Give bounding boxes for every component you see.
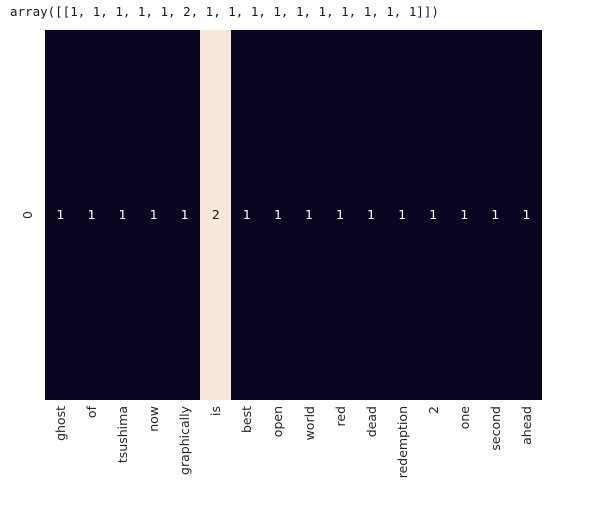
cell-annotation: 1	[491, 206, 500, 222]
heatmap-cell: 1	[138, 30, 170, 400]
heatmap-cell: 1	[293, 30, 325, 400]
x-tick: tsushima	[107, 406, 138, 501]
x-tick: of	[76, 406, 107, 501]
x-tick-label: second	[487, 406, 503, 451]
heatmap-cell: 1	[510, 30, 542, 400]
x-tick-label: of	[84, 406, 100, 419]
y-axis-tick: 0	[16, 30, 38, 400]
cell-annotation: 1	[87, 206, 96, 222]
cell-annotation: 1	[149, 206, 158, 222]
y-tick-label: 0	[19, 211, 35, 219]
x-tick: open	[262, 406, 293, 501]
heatmap-cell: 1	[45, 30, 77, 400]
cell-annotation: 1	[398, 206, 407, 222]
x-tick: world	[294, 406, 325, 501]
cell-annotation: 1	[429, 206, 438, 222]
heatmap-cell: 1	[231, 30, 263, 400]
heatmap-cell: 1	[386, 30, 418, 400]
x-tick: 2	[418, 406, 449, 501]
x-tick-label: is	[208, 406, 224, 416]
heatmap-cell: 1	[107, 30, 139, 400]
cell-annotation: 2	[211, 206, 220, 222]
x-tick-label: dead	[363, 406, 379, 438]
x-tick: best	[231, 406, 262, 501]
x-tick: now	[138, 406, 169, 501]
heatmap-cell: 2	[200, 30, 232, 400]
heatmap-cell: 1	[324, 30, 356, 400]
x-tick-label: ghost	[53, 406, 69, 441]
x-tick: ghost	[45, 406, 76, 501]
x-tick: graphically	[169, 406, 200, 501]
cell-annotation: 1	[336, 206, 345, 222]
cell-annotation: 1	[522, 206, 531, 222]
x-tick: dead	[356, 406, 387, 501]
heatmap-cell: 1	[169, 30, 201, 400]
x-axis-labels: ghost of tsushima now graphically is best open w…	[45, 406, 542, 501]
cell-annotation: 1	[273, 206, 282, 222]
heatmap-cell: 1	[479, 30, 511, 400]
x-tick-label: best	[239, 406, 255, 434]
x-tick-label: 2	[425, 406, 441, 414]
cell-annotation: 1	[242, 206, 251, 222]
x-tick-label: red	[332, 406, 348, 427]
x-tick-label: redemption	[394, 406, 410, 479]
cell-annotation: 1	[305, 206, 313, 222]
x-tick-label: now	[146, 406, 162, 432]
cell-annotation: 1	[180, 206, 189, 222]
x-tick-label: ahead	[518, 406, 534, 445]
x-tick-label: open	[270, 406, 286, 438]
heatmap-cell: 1	[448, 30, 480, 400]
x-tick-label: one	[456, 406, 472, 430]
cell-annotation: 1	[460, 206, 469, 222]
heatmap-cell: 1	[417, 30, 449, 400]
x-tick-label: graphically	[177, 406, 193, 475]
x-tick: one	[449, 406, 480, 501]
x-tick: is	[200, 406, 231, 501]
x-tick: ahead	[511, 406, 542, 501]
heatmap-cell: 1	[76, 30, 108, 400]
x-tick: redemption	[387, 406, 418, 501]
x-tick: second	[480, 406, 511, 501]
cell-annotation: 1	[118, 206, 127, 222]
array-output-text: array([[1, 1, 1, 1, 1, 2, 1, 1, 1, 1, 1,…	[10, 4, 439, 19]
heatmap-cell: 1	[262, 30, 294, 400]
cell-annotation: 1	[367, 206, 376, 222]
x-tick: red	[325, 406, 356, 501]
heatmap-cell: 1	[355, 30, 387, 400]
heatmap-row: 1 1 1 1 1 2 1 1 1 1 1 1 1 1 1 1	[45, 30, 542, 400]
x-tick-label: world	[301, 406, 317, 441]
x-tick-label: tsushima	[115, 406, 131, 464]
cell-annotation: 1	[56, 206, 65, 222]
